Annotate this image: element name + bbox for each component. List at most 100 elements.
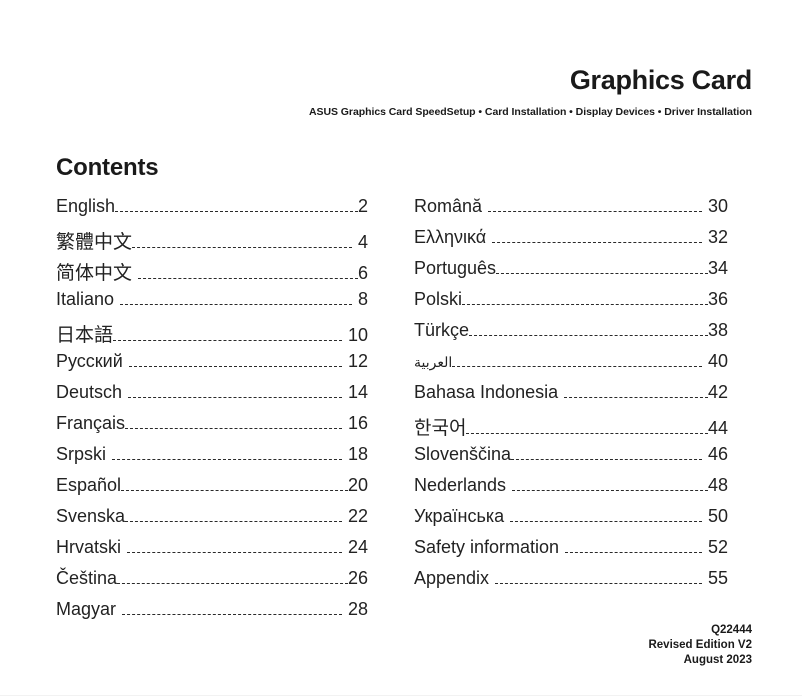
toc-entry[interactable]: Türkçe 38 [414,320,728,351]
toc-leader-dots [128,397,342,398]
toc-entry-label: Srpski [56,444,107,464]
toc-entry-page-number: 30 [707,196,728,216]
toc-leader-dots [112,459,342,460]
toc-entry-page-number: 52 [707,537,728,557]
toc-entry[interactable]: Română 30 [414,196,728,227]
toc-entry-label: Deutsch [56,382,123,402]
toc-left-column: English 2 繁體中文 4 简体中文 6 Italiano 8 日本語 10 Русский 1… [56,196,368,630]
toc-leader-dots [510,521,702,522]
toc-entry-label: 日本語 [56,325,114,346]
toc-entry-page-number: 36 [707,289,728,309]
toc-entry-label: Русский [56,351,123,371]
toc-entry-label: Magyar [56,599,117,619]
toc-leader-dots [466,433,708,434]
toc-entry-label: Français [56,413,126,433]
toc-leader-dots [564,397,708,398]
toc-entry[interactable]: Українська 50 [414,506,728,537]
toc-entry-page-number: 40 [707,351,728,371]
toc-entry-page-number: 6 [357,263,368,283]
toc-leader-dots [511,459,702,460]
toc-entry[interactable]: English 2 [56,196,368,227]
toc-entry-page-number: 32 [707,227,728,247]
toc-leader-dots [132,247,352,248]
toc-entry-label: Polski [414,289,463,309]
toc-entry[interactable]: Polski 36 [414,289,728,320]
contents-heading: Contents [56,154,159,181]
toc-entry-label: Nederlands [414,475,507,495]
toc-leader-dots [492,242,702,243]
toc-entry-label: Română [414,196,483,216]
toc-entry-page-number: 4 [357,232,368,252]
toc-entry[interactable]: Русский 12 [56,351,368,382]
footer-date: August 2023 [683,654,752,666]
toc-entry-label: العربية [414,354,453,370]
toc-entry-label: 简体中文 [56,263,133,284]
toc-entry[interactable]: 日本語 10 [56,320,368,351]
toc-entry-page-number: 48 [707,475,728,495]
toc-entry-label: Українська [414,506,505,526]
toc-entry[interactable]: Ελληνικά 32 [414,227,728,258]
toc-entry[interactable]: Hrvatski 24 [56,537,368,568]
toc-leader-dots [121,490,348,491]
toc-leader-dots [496,273,708,274]
toc-leader-dots [469,335,708,336]
toc-entry-page-number: 46 [707,444,728,464]
toc-leader-dots [113,340,342,341]
toc-leader-dots [125,428,342,429]
toc-entry[interactable]: 简体中文 6 [56,258,368,289]
toc-leader-dots [127,552,342,553]
toc-leader-dots [138,278,358,279]
footer-doc-code: Q22444 [711,624,752,636]
document-header: Graphics Card ASUS Graphics Card SpeedSe… [0,65,752,117]
toc-entry-label: Ελληνικά [414,227,487,247]
toc-entry-page-number: 8 [357,289,368,309]
toc-entry[interactable]: Nederlands 48 [414,475,728,506]
toc-entry[interactable]: Français 16 [56,413,368,444]
toc-entry[interactable]: Deutsch 14 [56,382,368,413]
toc-entry-page-number: 50 [707,506,728,526]
toc-entry[interactable]: 한국어 44 [414,413,728,444]
toc-entry[interactable]: Čeština 26 [56,568,368,599]
toc-entry-page-number: 18 [347,444,368,464]
toc-entry[interactable]: Safety information 52 [414,537,728,568]
toc-leader-dots [565,552,702,553]
toc-leader-dots [115,211,358,212]
document-footer: Q22444 Revised Edition V2 August 2023 [648,623,752,668]
toc-entry[interactable]: Appendix 55 [414,568,728,599]
toc-entry-page-number: 28 [347,599,368,619]
toc-right-column: Română 30 Ελληνικά 32 Português 34 Polski 36 Tür… [414,196,728,599]
toc-entry-label: Bahasa Indonesia [414,382,559,402]
toc-entry-page-number: 44 [707,418,728,438]
toc-entry[interactable]: Português 34 [414,258,728,289]
toc-entry-page-number: 20 [347,475,368,495]
toc-entry-page-number: 14 [347,382,368,402]
toc-entry[interactable]: Italiano 8 [56,289,368,320]
toc-entry[interactable]: Srpski 18 [56,444,368,475]
toc-leader-dots [122,614,342,615]
toc-entry-label: 한국어 [414,418,467,439]
toc-entry-label: Safety information [414,537,560,557]
toc-entry-page-number: 12 [347,351,368,371]
toc-entry[interactable]: Bahasa Indonesia 42 [414,382,728,413]
toc-entry-label: Español [56,475,122,495]
toc-leader-dots [462,304,708,305]
toc-entry[interactable]: العربية 40 [414,351,728,382]
toc-entry-page-number: 42 [707,382,728,402]
toc-entry-label: Čeština [56,568,118,588]
toc-leader-dots [488,211,702,212]
toc-entry-label: English [56,196,116,216]
toc-entry[interactable]: Slovenščina 46 [414,444,728,475]
toc-leader-dots [117,583,348,584]
toc-entry-label: Türkçe [414,320,470,340]
toc-entry[interactable]: Magyar 28 [56,599,368,630]
page-title: Graphics Card [569,65,752,95]
toc-entry[interactable]: Svenska 22 [56,506,368,537]
toc-entry-label: 繁體中文 [56,232,133,253]
toc-entry-page-number: 38 [707,320,728,340]
toc-entry-label: Italiano [56,289,115,309]
toc-entry[interactable]: 繁體中文 4 [56,227,368,258]
toc-entry[interactable]: Español 20 [56,475,368,506]
toc-leader-dots [512,490,708,491]
toc-leader-dots [120,304,352,305]
